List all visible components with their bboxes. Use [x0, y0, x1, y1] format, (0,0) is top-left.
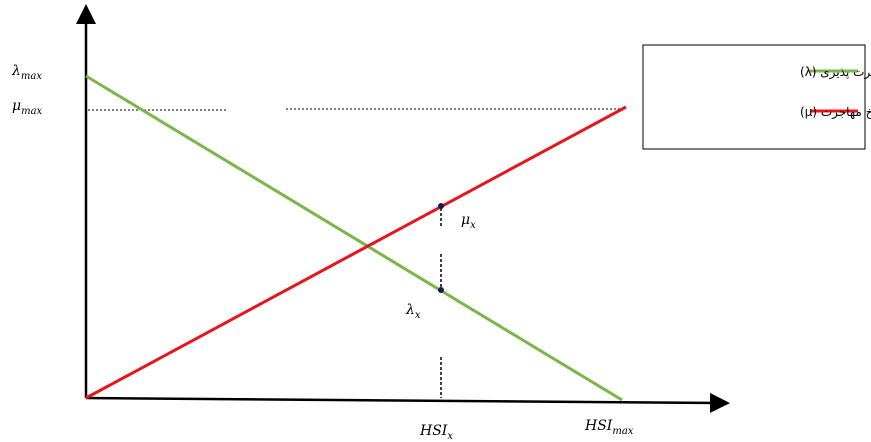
emigration-rate-line	[85, 105, 627, 400]
lambda-max-label: λmax	[11, 63, 42, 82]
mu-x-point	[438, 203, 444, 209]
legend-emigration-label: نرخ مهاجرت (μ)	[800, 105, 871, 120]
legend-box	[642, 44, 866, 150]
hsi-x-label: HSIx	[419, 423, 453, 442]
immigration-rate-line	[85, 74, 623, 402]
mu-max-label: μmax	[12, 98, 43, 117]
mu-x-label: μx	[461, 212, 476, 231]
x-axis	[85, 392, 730, 413]
legend-immigration-label: نرخ مهاجرت پذیری (λ)	[800, 65, 871, 80]
lambda-x-label: λx	[405, 302, 421, 321]
hsi-max-label: HSImax	[584, 418, 634, 437]
legend: نرخ مهاجرت پذیری (λ) نرخ مهاجرت (μ)	[642, 44, 871, 150]
lambda-x-point	[438, 287, 444, 293]
